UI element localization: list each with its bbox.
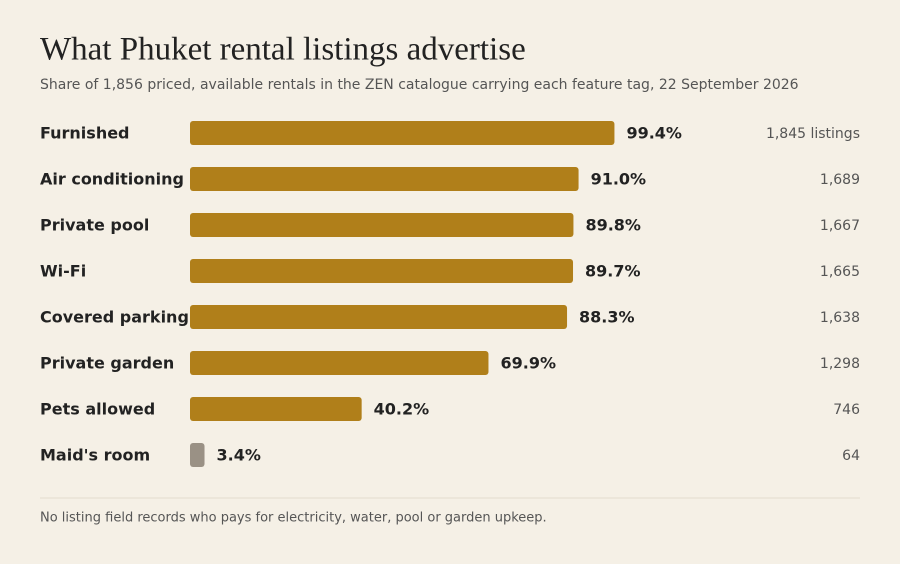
count-label: 1,298 xyxy=(820,356,860,372)
count-label: 746 xyxy=(833,402,860,418)
count-label: 1,667 xyxy=(820,218,860,234)
value-label: 3.4% xyxy=(217,446,261,465)
bar xyxy=(190,259,574,283)
count-label: 1,638 xyxy=(820,310,860,326)
bar xyxy=(190,305,568,329)
bar xyxy=(190,397,362,421)
count-label: 1,689 xyxy=(820,172,860,188)
value-label: 69.9% xyxy=(500,354,556,373)
bar xyxy=(190,443,205,467)
category-label: Maid's room xyxy=(40,446,150,465)
category-label: Private pool xyxy=(40,216,149,235)
value-label: 99.4% xyxy=(626,124,682,143)
category-label: Wi-Fi xyxy=(40,262,86,281)
bar xyxy=(190,351,489,375)
chart-subtitle: Share of 1,856 priced, available rentals… xyxy=(40,77,799,93)
category-label: Private garden xyxy=(40,354,174,373)
category-label: Covered parking xyxy=(40,308,189,327)
bar xyxy=(190,167,579,191)
value-label: 89.7% xyxy=(585,262,641,281)
chart-title: What Phuket rental listings advertise xyxy=(40,32,526,68)
value-label: 91.0% xyxy=(591,170,647,189)
category-label: Air conditioning xyxy=(40,170,184,189)
footnote: No listing field records who pays for el… xyxy=(40,511,547,526)
count-label: 1,845 listings xyxy=(766,126,860,142)
category-label: Furnished xyxy=(40,124,130,143)
count-label: 64 xyxy=(842,448,860,464)
bar xyxy=(190,213,574,237)
count-label: 1,665 xyxy=(820,264,860,280)
value-label: 40.2% xyxy=(374,400,430,419)
category-label: Pets allowed xyxy=(40,400,155,419)
value-label: 89.8% xyxy=(585,216,641,235)
bar xyxy=(190,121,615,145)
value-label: 88.3% xyxy=(579,308,635,327)
